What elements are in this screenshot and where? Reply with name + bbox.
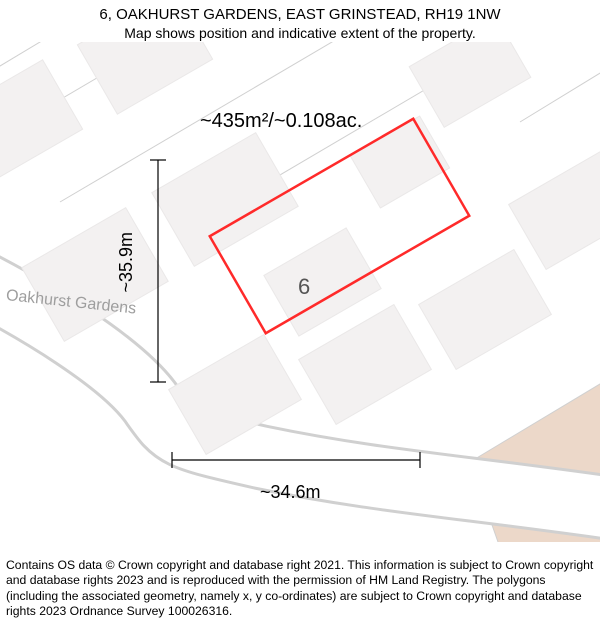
width-dimension-label: ~34.6m — [260, 482, 321, 503]
plot-number-label: 6 — [298, 274, 310, 300]
page-subtitle: Map shows position and indicative extent… — [0, 25, 600, 43]
page-title: 6, OAKHURST GARDENS, EAST GRINSTEAD, RH1… — [0, 6, 600, 25]
copyright-footer: Contains OS data © Crown copyright and d… — [0, 554, 600, 625]
height-dimension-label: ~35.9m — [116, 232, 137, 293]
map-container: ~435m²/~0.108ac. ~35.9m ~34.6m Oakhurst … — [0, 42, 600, 542]
header: 6, OAKHURST GARDENS, EAST GRINSTEAD, RH1… — [0, 0, 600, 42]
area-label: ~435m²/~0.108ac. — [200, 110, 362, 133]
